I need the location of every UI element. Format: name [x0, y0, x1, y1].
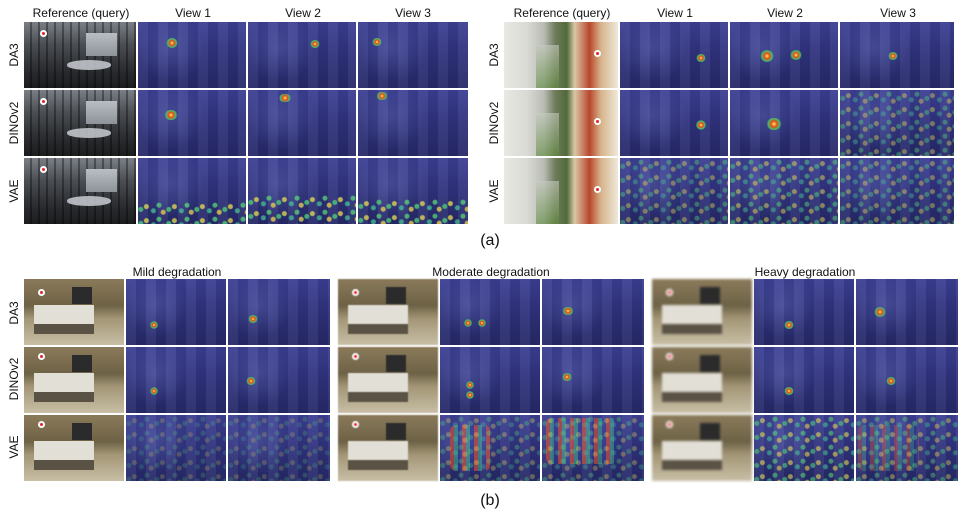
heatmap-view: [856, 347, 958, 413]
reference-image: [24, 347, 124, 413]
row-label-da3: DA3: [487, 43, 501, 67]
column-header-view-2: View 2: [767, 6, 803, 20]
query-point-marker: [38, 353, 45, 360]
heatmap-view: [248, 158, 356, 224]
column-header-view-1: View 1: [657, 6, 693, 20]
reference-image: [652, 347, 752, 413]
query-point-marker: [40, 166, 47, 173]
row-label-da3: DA3: [7, 43, 21, 67]
reference-image: [504, 22, 618, 88]
reference-image: [24, 279, 124, 345]
caption-a: (a): [480, 232, 500, 249]
heatmap-view: [620, 90, 728, 156]
heatmap-view: [620, 22, 728, 88]
column-header-view-3: View 3: [395, 6, 431, 20]
group-title-mild: Mild degradation: [132, 265, 222, 279]
column-header-reference: Reference (query): [513, 6, 611, 20]
query-point-marker: [38, 421, 45, 428]
query-point-marker: [352, 289, 359, 296]
query-point-marker: [666, 353, 673, 360]
row-label-vae: VAE: [487, 179, 501, 203]
column-header-view-1: View 1: [175, 6, 211, 20]
column-header-view-3: View 3: [880, 6, 916, 20]
reference-image: [338, 347, 438, 413]
query-point-marker: [594, 186, 601, 193]
reference-image: [652, 279, 752, 345]
group-title-heavy: Heavy degradation: [754, 265, 856, 279]
query-point-marker: [666, 421, 673, 428]
heatmap-view: [730, 90, 838, 156]
heatmap-view: [542, 279, 644, 345]
heatmap-view: [358, 90, 468, 156]
heatmap-view: [358, 158, 468, 224]
heatmap-view: [126, 415, 226, 481]
row-label-dinov2: DINOv2: [487, 101, 501, 145]
query-point-marker: [666, 289, 673, 296]
heatmap-view: [138, 158, 246, 224]
heatmap-view: [440, 415, 540, 481]
caption-b: (b): [480, 492, 500, 509]
heatmap-view: [228, 415, 330, 481]
heatmap-view: [248, 22, 356, 88]
heatmap-view: [856, 279, 958, 345]
heatmap-view: [138, 22, 246, 88]
group-title-moderate: Moderate degradation: [432, 265, 550, 279]
column-header-view-2: View 2: [285, 6, 321, 20]
heatmap-view: [542, 415, 644, 481]
row-label-da3: DA3: [7, 301, 21, 325]
reference-image: [338, 415, 438, 481]
reference-image: [24, 158, 136, 224]
reference-image: [24, 22, 136, 88]
heatmap-view: [440, 347, 540, 413]
reference-image: [338, 279, 438, 345]
heatmap-view: [358, 22, 468, 88]
heatmap-view: [126, 279, 226, 345]
heatmap-view: [542, 347, 644, 413]
row-label-vae: VAE: [7, 435, 21, 459]
reference-image: [504, 90, 618, 156]
heatmap-view: [730, 158, 838, 224]
heatmap-view: [138, 90, 246, 156]
heatmap-view: [126, 347, 226, 413]
heatmap-view: [840, 22, 954, 88]
query-point-marker: [594, 118, 601, 125]
reference-image: [24, 415, 124, 481]
heatmap-view: [754, 415, 854, 481]
heatmap-view: [856, 415, 958, 481]
row-label-dinov2: DINOv2: [7, 101, 21, 145]
heatmap-view: [754, 347, 854, 413]
heatmap-view: [754, 279, 854, 345]
heatmap-view: [228, 279, 330, 345]
query-point-marker: [38, 289, 45, 296]
reference-image: [24, 90, 136, 156]
query-point-marker: [40, 98, 47, 105]
row-label-dinov2: DINOv2: [7, 357, 21, 401]
heatmap-view: [620, 158, 728, 224]
query-point-marker: [594, 50, 601, 57]
heatmap-view: [440, 279, 540, 345]
query-point-marker: [352, 421, 359, 428]
query-point-marker: [40, 30, 47, 37]
reference-image: [504, 158, 618, 224]
reference-image: [652, 415, 752, 481]
column-header-reference: Reference (query): [32, 6, 130, 20]
heatmap-view: [248, 90, 356, 156]
heatmap-view: [840, 158, 954, 224]
query-point-marker: [352, 353, 359, 360]
heatmap-view: [840, 90, 954, 156]
heatmap-view: [730, 22, 838, 88]
row-label-vae: VAE: [7, 179, 21, 203]
heatmap-view: [228, 347, 330, 413]
